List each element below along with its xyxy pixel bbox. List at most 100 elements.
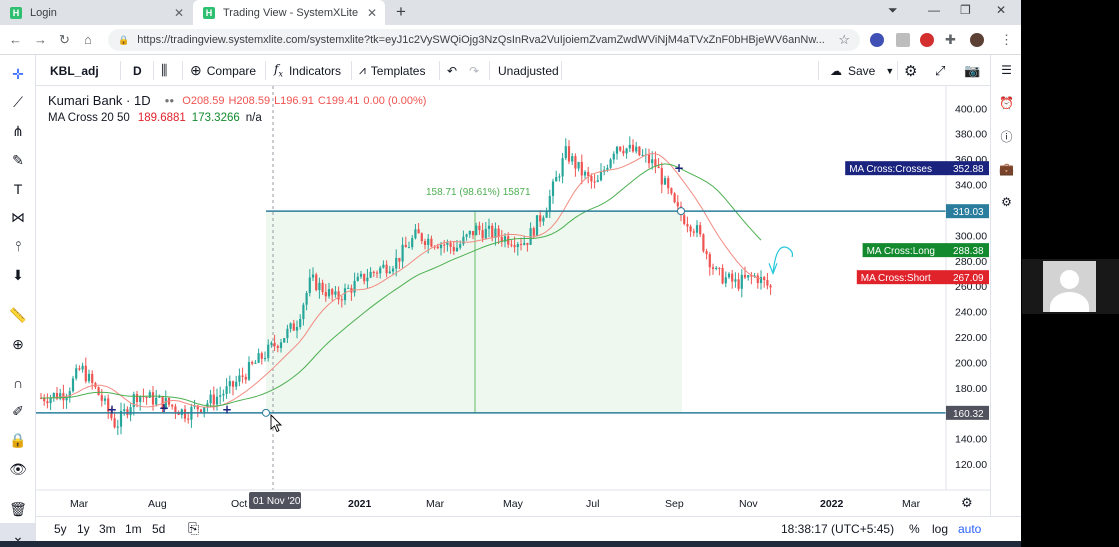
candle-body — [747, 275, 750, 278]
candle-body — [660, 168, 663, 185]
time-tick-label: 2021 — [348, 498, 372, 510]
range-1y[interactable]: 1y — [77, 522, 90, 536]
tab-search-icon[interactable]: ⏷ — [888, 3, 898, 17]
price-label-tag-text: MA Cross:Crosses — [849, 164, 932, 175]
brush-icon[interactable]: ✎ — [12, 151, 24, 168]
legend-symbol[interactable]: Kumari Bank · 1D — [48, 93, 151, 108]
tab-tradingview[interactable]: H Trading View - SystemXLite ✕ — [193, 0, 385, 25]
log-toggle[interactable]: log — [932, 522, 949, 536]
close-tab-icon[interactable]: ✕ — [366, 5, 377, 20]
auto-toggle[interactable]: auto — [958, 522, 982, 536]
extensions-puzzle-icon[interactable]: ✚ — [945, 32, 956, 47]
back-icon[interactable]: ← — [9, 32, 22, 47]
alert-clock-icon[interactable]: ⏰ — [999, 96, 1014, 110]
price-label-value-bg — [946, 161, 989, 176]
compare-button[interactable]: ⊕ Compare — [190, 55, 256, 86]
plus-circle-icon: ⊕ — [190, 62, 202, 78]
info-icon[interactable]: ⓘ — [1000, 129, 1013, 144]
briefcase-icon[interactable]: 💼 — [999, 162, 1014, 176]
candle-body — [331, 289, 334, 295]
price-label-267.09: MA Cross:Short 267.09 — [856, 270, 989, 285]
watchlist-icon[interactable]: ☰ — [1001, 63, 1012, 77]
candle-body — [465, 234, 468, 237]
time-tick-label: Sep — [665, 498, 684, 510]
indicator-name[interactable]: MA Cross 20 50 — [48, 112, 130, 124]
candle-body — [395, 257, 398, 269]
close-tab-icon[interactable]: ✕ — [173, 5, 184, 20]
price-label-value-bg — [946, 204, 989, 219]
home-icon[interactable]: ⌂ — [84, 32, 92, 47]
price-label-value-text: 319.03 — [953, 207, 984, 218]
trash-icon[interactable]: 🗑 — [9, 500, 27, 517]
save-button[interactable]: ☁ Save ▼ — [830, 55, 894, 86]
axis-settings-gear-icon[interactable]: ⚙ — [961, 496, 973, 511]
range-5y[interactable]: 5y — [54, 522, 67, 536]
menu-dots-icon[interactable]: ⋮ — [1000, 32, 1013, 47]
tab-login[interactable]: H Login ✕ — [0, 0, 192, 25]
time-tick-label: Aug — [148, 498, 167, 510]
forward-icon[interactable]: → — [34, 32, 47, 47]
candle-body — [363, 273, 366, 282]
undo-icon[interactable]: ↶ — [447, 63, 458, 78]
range-3m[interactable]: 3m — [99, 522, 116, 536]
extension-icon[interactable] — [920, 33, 934, 47]
close-window-icon[interactable]: ✕ — [996, 3, 1007, 17]
range-1m[interactable]: 1m — [125, 522, 142, 536]
chart-style-icon[interactable]: ⫼ — [161, 62, 168, 78]
candle-body — [763, 277, 766, 281]
os-taskbar — [0, 541, 1021, 547]
percent-toggle[interactable]: % — [909, 522, 920, 536]
trend-line-icon[interactable]: ⟋ — [13, 93, 23, 110]
symbol-search[interactable]: KBL_adj — [50, 63, 99, 78]
clock-time[interactable]: 18:38:17 (UTC+5:45) — [781, 522, 895, 536]
candle-body — [567, 146, 571, 162]
tab-title: Trading View - SystemXLite — [223, 6, 359, 19]
adjustment-button[interactable]: Unadjusted — [498, 63, 559, 78]
extension-icon[interactable] — [870, 33, 884, 47]
candle-body — [225, 386, 228, 394]
range-5d[interactable]: 5d — [152, 522, 166, 536]
indicators-label: Indicators — [288, 63, 341, 78]
magnet-icon[interactable]: ∩ — [12, 375, 24, 391]
indicators-button[interactable]: fx Indicators — [274, 55, 341, 86]
pattern-icon[interactable]: ⋈ — [11, 208, 25, 225]
eye-icon[interactable]: 👁 — [9, 460, 27, 477]
redo-icon[interactable]: ↷ — [469, 63, 480, 78]
zoom-in-icon[interactable]: ⊕ — [12, 335, 24, 352]
profile-avatar[interactable] — [970, 33, 984, 47]
forecast-icon[interactable]: ⫯ — [14, 237, 22, 254]
reload-icon[interactable]: ↻ — [59, 32, 70, 47]
text-icon[interactable]: T — [13, 181, 23, 197]
candle-body — [711, 267, 715, 269]
url-bar[interactable]: 🔒 https://tradingview.systemxlite.com/sy… — [108, 29, 860, 51]
templates-button[interactable]: ⩘ Templates — [359, 55, 425, 86]
legend-open: O208.59 — [182, 94, 225, 107]
minimize-icon[interactable]: — — [928, 3, 940, 17]
goto-date-icon[interactable]: ⎘ — [188, 520, 200, 536]
bookmark-star-icon[interactable]: ☆ — [838, 32, 850, 47]
candle-body — [753, 275, 756, 277]
fib-icon[interactable]: ⋔ — [12, 122, 24, 139]
crosshair-icon[interactable]: ✛ — [12, 65, 24, 82]
arrow-down-circle-icon[interactable]: ⬇ — [12, 266, 24, 283]
settings-gear-icon[interactable]: ⚙ — [904, 62, 918, 80]
ruler-icon[interactable]: 📏 — [9, 306, 27, 323]
candle-body — [295, 327, 299, 331]
price-label-value-text: 160.32 — [953, 409, 984, 420]
settings-icon[interactable]: ⚙ — [1001, 195, 1012, 209]
price-chart[interactable]: 158.71 (98.61%) 15871+ + ++400.00380.00360… — [36, 86, 990, 516]
new-tab-icon[interactable]: + — [396, 2, 406, 21]
candle-body — [276, 345, 279, 348]
extension-icon[interactable] — [896, 33, 910, 47]
fullscreen-icon[interactable]: ⤢ — [935, 62, 946, 78]
candle-body — [596, 180, 599, 182]
candle-body — [343, 288, 347, 301]
stay-drawing-icon[interactable]: ✐ — [12, 402, 24, 419]
ma-na-value: n/a — [245, 112, 262, 124]
lock-icon[interactable]: 🔒 — [9, 431, 27, 448]
interval-button[interactable]: D — [133, 63, 142, 78]
candle-body — [369, 271, 372, 278]
restore-icon[interactable]: ❐ — [960, 3, 971, 17]
chart-pane[interactable]: 158.71 (98.61%) 15871 + + + +400.00 380.00 360… — [36, 86, 990, 516]
camera-icon[interactable]: 📷 — [964, 62, 981, 78]
